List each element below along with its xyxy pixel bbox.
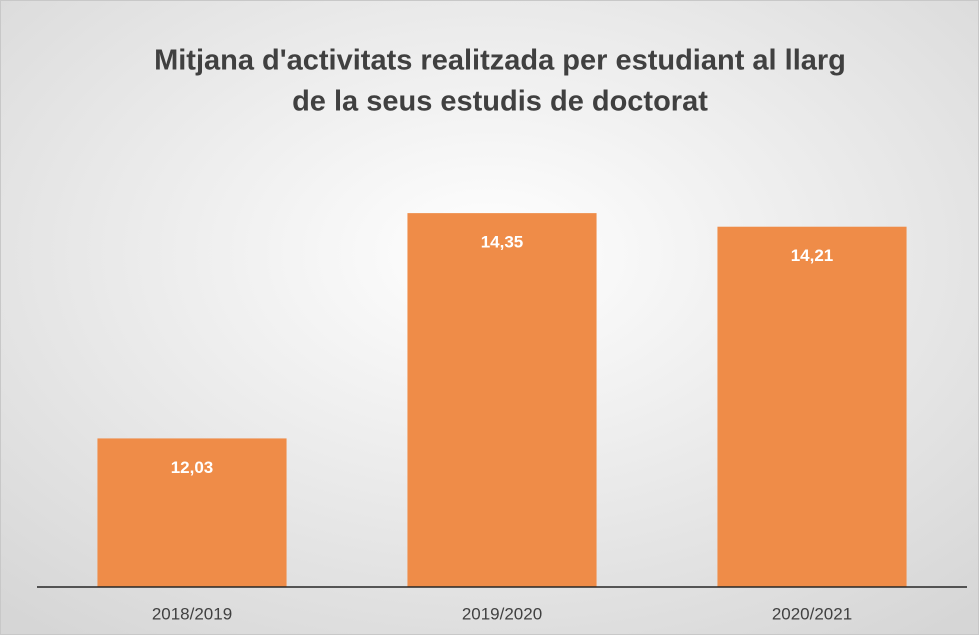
x-tick-label: 2018/2019 (152, 604, 232, 623)
data-label: 14,21 (791, 246, 834, 265)
data-label: 12,03 (171, 458, 214, 477)
x-tick-label: 2019/2020 (462, 604, 542, 623)
bar (717, 226, 907, 587)
bar (407, 213, 597, 587)
data-label: 14,35 (481, 233, 524, 252)
bar (97, 438, 287, 587)
chart-title: Mitjana d'activitats realitzada per estu… (154, 45, 846, 77)
chart-title: de la seus estudis de doctorat (292, 86, 708, 118)
x-tick-label: 2020/2021 (772, 604, 852, 623)
